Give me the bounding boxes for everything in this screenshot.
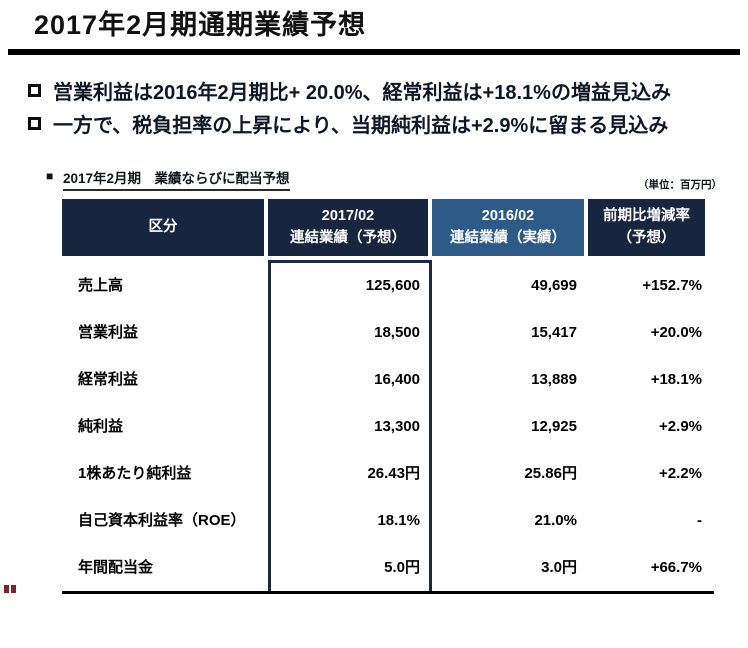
- table-body: 売上高 125,600 49,699 +152.7% 営業利益 18,500 1…: [0, 262, 748, 591]
- bullet-text: 一方で、税負担率の上昇により、当期純利益は+2.9%に留まる見込み: [53, 114, 669, 137]
- square-bullet-icon: [28, 83, 41, 97]
- section-square-icon: ■: [46, 169, 54, 183]
- column-header-label: 区分: [148, 218, 178, 235]
- column-header-line1: 2016/02: [481, 208, 535, 225]
- column-header-line2: 連結業績（実績）: [450, 229, 566, 246]
- value-2016-actual: 15,417: [531, 324, 577, 341]
- value-2016-actual: 3.0円: [541, 559, 577, 576]
- value-2017-forecast: 125,600: [365, 277, 420, 294]
- table-row: 営業利益 18,500 15,417 +20.0%: [0, 309, 748, 356]
- column-header-2016-actual: 2016/02 連結業績（実績）: [432, 199, 584, 256]
- value-2016-actual: 12,925: [531, 418, 577, 435]
- row-label: 年間配当金: [78, 559, 154, 576]
- page-title: 2017年2月期通期業績予想: [34, 10, 367, 40]
- bullet-text: 営業利益は2016年2月期比+ 20.0%、経常利益は+18.1%の増益見込み: [53, 81, 671, 104]
- value-yoy-change: +66.7%: [650, 559, 702, 576]
- table-section-heading: 2017年2月期 業績ならびに配当予想: [63, 167, 290, 191]
- red-quote-mark: [4, 585, 16, 593]
- column-header-line1: 2017/02: [321, 208, 375, 225]
- red-mark-dot: [4, 585, 9, 593]
- bullet-line-2: 一方で、税負担率の上昇により、当期純利益は+2.9%に留まる見込み: [28, 110, 669, 137]
- value-2016-actual: 25.86円: [524, 465, 577, 482]
- column-header-category: 区分: [62, 199, 264, 256]
- column-header-2017-forecast: 2017/02 連結業績（予想）: [268, 199, 428, 256]
- bullet-line-1: 営業利益は2016年2月期比+ 20.0%、経常利益は+18.1%の増益見込み: [28, 77, 671, 104]
- table-row: 純利益 13,300 12,925 +2.9%: [0, 403, 748, 450]
- red-mark-dot: [11, 585, 16, 593]
- value-2017-forecast: 18,500: [374, 324, 420, 341]
- value-yoy-change: +2.2%: [659, 465, 702, 482]
- table-row: 経常利益 16,400 13,889 +18.1%: [0, 356, 748, 403]
- column-header-yoy-change: 前期比増減率 （予想）: [588, 199, 705, 256]
- table-row: 年間配当金 5.0円 3.0円 +66.7%: [0, 544, 748, 591]
- unit-note: （単位：百万円）: [638, 179, 722, 191]
- value-2017-forecast: 26.43円: [367, 465, 420, 482]
- square-bullet-icon: [28, 116, 41, 130]
- row-label: 売上高: [78, 277, 124, 294]
- value-yoy-change: +18.1%: [650, 371, 702, 388]
- table-row: 1株あたり純利益 26.43円 25.86円 +2.2%: [0, 450, 748, 497]
- column-header-line1: 前期比増減率: [603, 208, 690, 225]
- row-label: 純利益: [78, 418, 124, 435]
- value-yoy-change: -: [697, 512, 702, 529]
- value-2017-forecast: 13,300: [374, 418, 420, 435]
- value-2016-actual: 13,889: [531, 371, 577, 388]
- value-2016-actual: 49,699: [531, 277, 577, 294]
- value-yoy-change: +20.0%: [650, 324, 702, 341]
- column-header-line2: （予想）: [617, 229, 676, 246]
- value-2017-forecast: 5.0円: [384, 559, 420, 576]
- row-label: 自己資本利益率（ROE）: [78, 512, 246, 529]
- table-row: 売上高 125,600 49,699 +152.7%: [0, 262, 748, 309]
- row-label: 1株あたり純利益: [78, 465, 192, 482]
- table-row: 自己資本利益率（ROE） 18.1% 21.0% -: [0, 497, 748, 544]
- column-header-line2: 連結業績（予想）: [290, 229, 406, 246]
- value-2017-forecast: 16,400: [374, 371, 420, 388]
- title-divider-rule: [8, 49, 740, 55]
- row-label: 営業利益: [78, 324, 139, 341]
- value-yoy-change: +152.7%: [642, 277, 702, 294]
- value-yoy-change: +2.9%: [659, 418, 702, 435]
- table-bottom-rule: [62, 591, 714, 594]
- value-2017-forecast: 18.1%: [377, 512, 420, 529]
- value-2016-actual: 21.0%: [534, 512, 577, 529]
- row-label: 経常利益: [78, 371, 139, 388]
